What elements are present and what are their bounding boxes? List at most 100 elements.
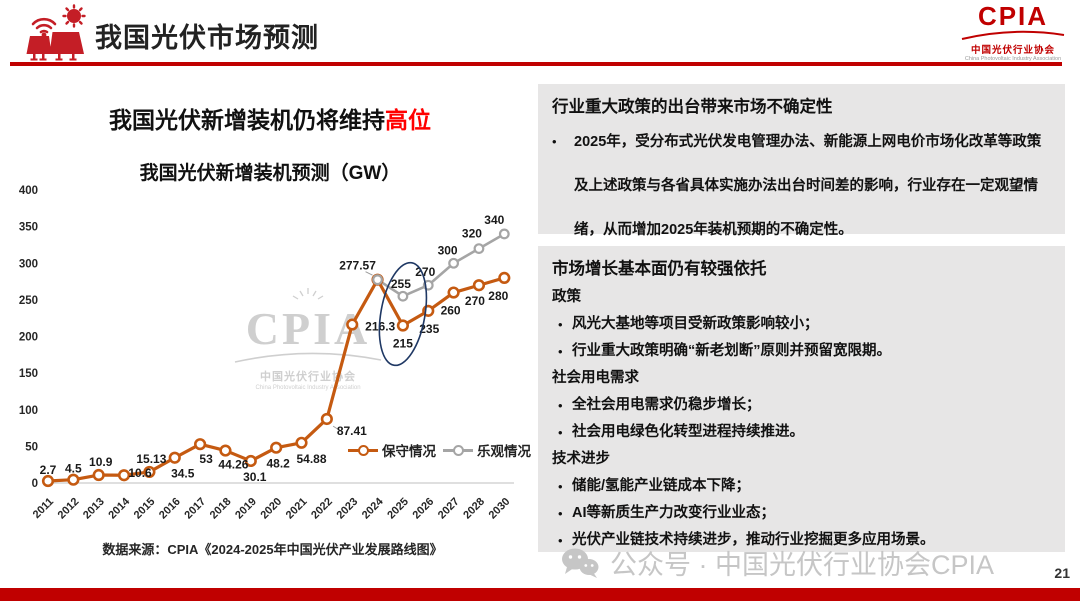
y-axis-tick: 250	[19, 295, 38, 307]
header-divider	[10, 62, 1062, 66]
section-heading: 政策	[552, 289, 581, 305]
panel-policy-uncertainty: 行业重大政策的出台带来市场不确定性 • 2025年，受分布式光伏发电管理办法、新能…	[538, 84, 1065, 238]
bullet-dot: •	[558, 398, 563, 413]
sun-icon	[62, 4, 86, 28]
x-axis-tick: 2017	[182, 496, 208, 522]
data-label: 10.6	[128, 466, 152, 480]
watermark-swoosh	[234, 352, 382, 363]
wechat-icon	[562, 548, 599, 578]
data-label: 15.13	[136, 452, 166, 466]
bullet-dot: •	[558, 533, 563, 548]
logo-swoosh	[961, 30, 1065, 40]
section-heading: 社会用电需求	[552, 370, 639, 386]
panel1-title: 行业重大政策的出台带来市场不确定性	[552, 98, 833, 116]
bullet-text: 储能/氢能产业链成本下降；	[572, 478, 751, 494]
headline: 我国光伏新增装机仍将维持高位	[20, 101, 520, 135]
y-axis-tick: 300	[19, 258, 38, 270]
data-label: 340	[484, 213, 504, 227]
x-axis-tick: 2013	[81, 496, 107, 522]
data-point-conservative	[396, 319, 410, 332]
y-axis-tick: 400	[19, 185, 38, 197]
headline-text: 我国光伏新增装机仍将维持	[109, 107, 385, 133]
bullet-item: • AI等新质生产力改变行业业态；	[552, 500, 1049, 527]
bullet-item: • 光伏产业链技术持续进步，推动行业挖掘更多应用场景。	[552, 527, 1049, 554]
data-label: 44.26	[218, 458, 248, 472]
data-source-note: 数据来源：CPIA《2024-2025年中国光伏产业发展路线图》	[102, 542, 443, 557]
data-point-conservative	[447, 286, 460, 299]
x-axis-tick: 2020	[258, 496, 284, 522]
data-point-conservative	[168, 451, 181, 464]
annotation-ellipse	[378, 261, 428, 367]
x-axis-tick: 2015	[132, 496, 158, 522]
data-point-conservative	[244, 454, 257, 468]
y-axis-tick: 0	[32, 478, 38, 490]
data-point-optimistic	[498, 228, 510, 240]
data-label: 216.3	[365, 320, 395, 334]
data-label: 300	[438, 243, 458, 257]
data-point-conservative	[270, 441, 283, 454]
data-point-optimistic	[372, 274, 383, 286]
bullet-text: 光伏产业链技术持续进步，推动行业挖掘更多应用场景。	[572, 532, 935, 548]
page-title: 我国光伏市场预测	[95, 23, 319, 53]
y-axis-tick: 100	[19, 405, 38, 417]
bullet-item: • 行业重大政策明确“新老划断”原则并预留宽限期。	[552, 338, 1049, 365]
x-axis-tick: 2018	[208, 496, 234, 522]
legend-item-conservative: 保守情况	[348, 440, 436, 460]
cpia-logo-en: China Photovoltaic Industry Association	[964, 55, 1062, 62]
cpia-logo: CPIA 中国光伏行业协会 China Photovoltaic Industr…	[956, 3, 1070, 62]
data-label: 255	[391, 277, 411, 291]
data-point-conservative	[194, 438, 207, 451]
x-axis-tick: 2021	[284, 496, 310, 522]
data-point-conservative	[320, 412, 333, 426]
page-number: 21	[1054, 565, 1070, 581]
chart-title: 我国光伏新增装机预测（GW）	[139, 163, 401, 184]
data-point-optimistic	[473, 243, 485, 254]
data-point-conservative	[346, 318, 359, 331]
x-axis-tick: 2026	[411, 496, 437, 522]
legend-label-optimistic: 乐观情况	[477, 444, 531, 459]
data-label: 2.7	[40, 463, 57, 477]
data-point-conservative	[295, 436, 308, 449]
section-heading: 技术进步	[552, 451, 610, 467]
bullet-item: • 全社会用电需求仍稳步增长；	[552, 392, 1049, 419]
bullet-text: AI等新质生产力改变行业业态；	[572, 505, 775, 521]
bullet-item: • 2025年，受分布式光伏发电管理办法、新能源上网电价市场化改革等政策及上述政策…	[552, 120, 1049, 252]
bullet-text: 行业重大政策明确“新老划断”原则并预留宽限期。	[572, 343, 891, 359]
data-point-conservative	[67, 473, 80, 486]
bullet-dot: •	[558, 425, 563, 440]
data-label: 48.2	[266, 457, 290, 471]
data-label: 215	[393, 337, 413, 351]
watermark-rays-icon	[292, 288, 324, 300]
bullet-item: • 社会用电绿色化转型进程持续推进。	[552, 419, 1049, 446]
line-chart: 0 50 100 150 200 250 300 350 400 2011 2012 2013 2014…	[19, 185, 514, 522]
panel-market-fundamentals: 市场增长基本面仍有较强依托 政策 • 风光大基地等项目受新政策影响较小； • 行业重大政…	[538, 246, 1065, 552]
bullet-dot: •	[558, 317, 563, 332]
cpia-logo-cn: 中国光伏行业协会	[970, 45, 1055, 56]
data-point-conservative	[143, 465, 156, 479]
bullet-dot: •	[558, 506, 563, 521]
headline-highlight: 高位	[385, 107, 431, 133]
y-axis-tick: 150	[19, 368, 38, 380]
data-point-conservative	[219, 444, 232, 457]
x-axis-tick: 2016	[157, 496, 183, 522]
bullet-dot: •	[558, 479, 563, 494]
footer-watermark-text: 公众号 · 中国光伏行业协会CPIA	[610, 550, 995, 580]
data-label: 277.57	[339, 259, 376, 273]
footer-watermark: 公众号 · 中国光伏行业协会CPIA	[560, 543, 994, 582]
chart-watermark: CPIA 中国光伏行业协会 China Photovoltaic Industr…	[233, 288, 383, 391]
y-axis-tick: 50	[25, 441, 38, 453]
data-point-optimistic	[448, 257, 460, 269]
x-axis-tick: 2012	[56, 496, 82, 522]
x-axis-tick: 2030	[487, 496, 513, 522]
data-label: 34.5	[171, 467, 195, 481]
label-leader-line	[332, 425, 343, 433]
data-point-optimistic	[397, 290, 409, 302]
solar-panel-icon	[26, 4, 86, 61]
cpia-logo-text: CPIA	[977, 1, 1049, 31]
bottom-red-bar	[0, 588, 1080, 601]
watermark-en: China Photovoltaic Industry Association	[255, 385, 361, 391]
bullet-item: • 风光大基地等项目受新政策影响较小；	[552, 311, 1049, 338]
bullet-text: 风光大基地等项目受新政策影响较小；	[572, 316, 819, 332]
panel1-body: • 2025年，受分布式光伏发电管理办法、新能源上网电价市场化改革等政策及上述政策…	[552, 120, 1049, 252]
